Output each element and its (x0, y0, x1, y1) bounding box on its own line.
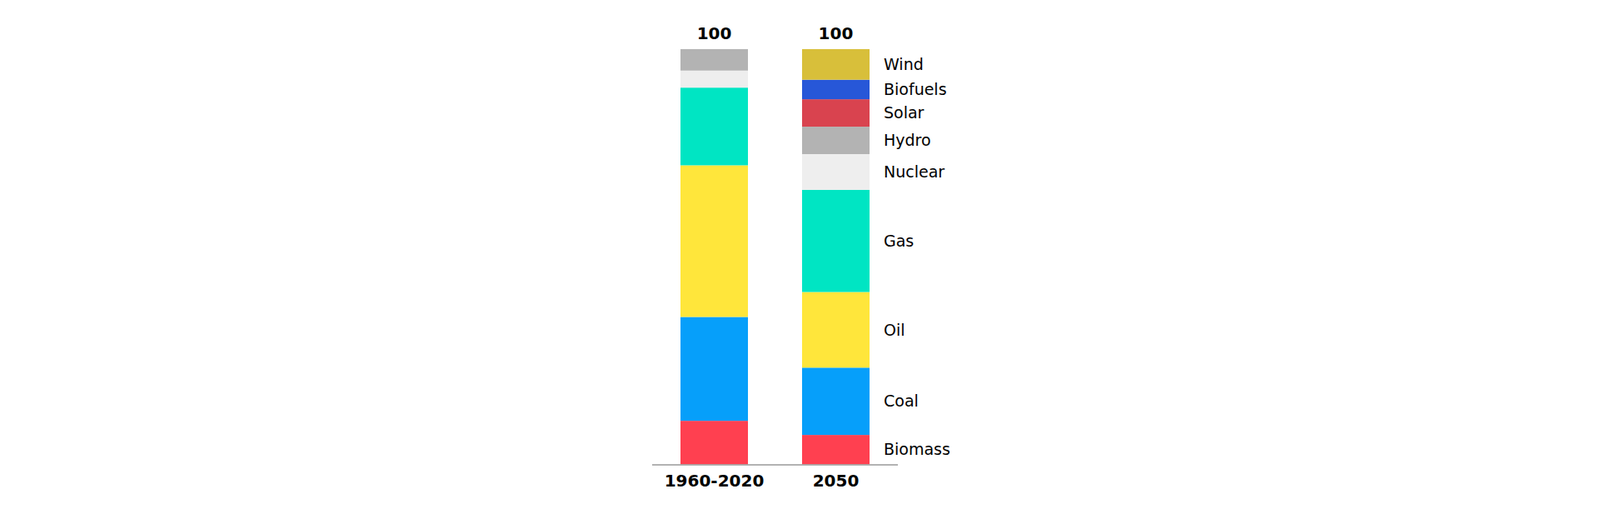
tick: 2050 (812, 464, 860, 491)
bar-segment (680, 420, 748, 464)
bars (680, 49, 870, 465)
bar-segment (802, 189, 870, 293)
legend-label: Gas (883, 231, 914, 250)
legend-label: Solar (883, 103, 925, 122)
bar-segment (680, 49, 748, 50)
bar-segment (802, 154, 870, 190)
legend-label: Oil (883, 320, 906, 339)
chart: 1960-2020 2050 100 100 Biomass Coal Oil Gas Nucl… (0, 0, 1600, 514)
labels: 100 100 Biomass Coal Oil Gas Nuclear Hydro Solar… (697, 23, 951, 459)
bar-segment (680, 316, 748, 421)
bar-segment (802, 367, 870, 435)
tick-label: 1960-2020 (664, 470, 765, 491)
axis-line (652, 464, 898, 466)
tick: 1960-2020 (664, 464, 765, 491)
legend-label: Nuclear (883, 162, 945, 181)
total-label: 100 (818, 23, 854, 44)
legend-label: Hydro (883, 130, 932, 150)
tick-label: 2050 (812, 470, 860, 491)
bar-segment (680, 70, 748, 88)
bar-segment (802, 79, 870, 100)
bar-segment (802, 49, 870, 80)
bar-segment (802, 126, 870, 155)
legend-label: Coal (883, 391, 919, 410)
bar-segment (680, 87, 748, 165)
bar-segment (680, 49, 748, 71)
bar-segment (802, 434, 870, 464)
legend-label: Wind (883, 54, 924, 74)
legend-label: Biofuels (883, 79, 948, 99)
legend-label: Biomass (883, 439, 951, 459)
x-axis: 1960-2020 2050 (652, 464, 898, 491)
bar-segment (680, 164, 748, 317)
bar-segment (680, 49, 748, 50)
bar-segment (802, 292, 870, 369)
bar-segment (802, 99, 870, 127)
total-label: 100 (697, 23, 733, 44)
bar-segment (680, 49, 748, 50)
